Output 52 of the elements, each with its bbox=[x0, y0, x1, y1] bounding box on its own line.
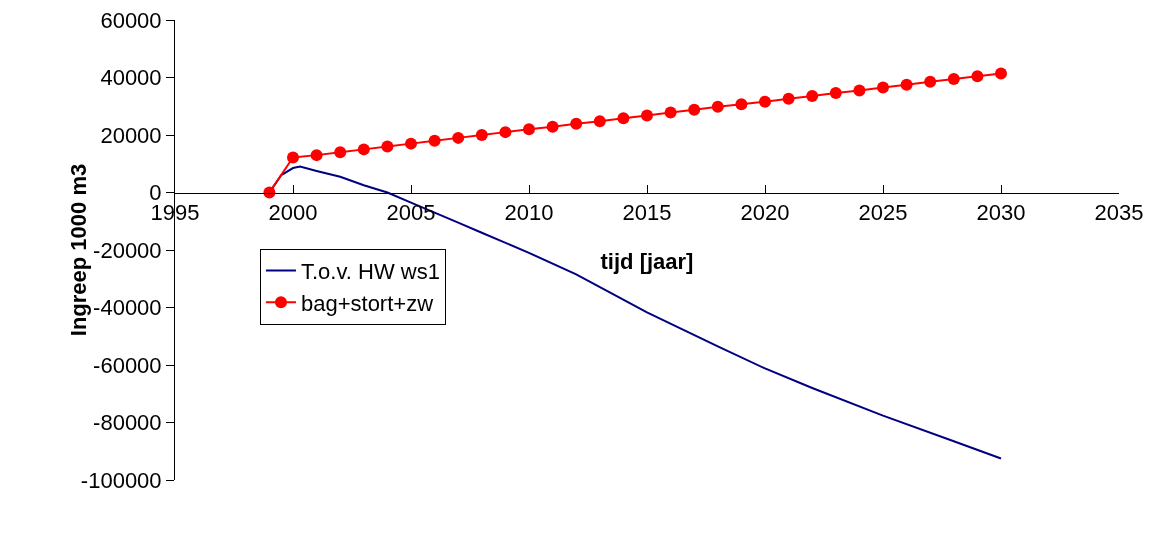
x-tick-label: 2005 bbox=[386, 199, 436, 225]
point bbox=[287, 151, 299, 164]
x-axis-title: tijd [jaar] bbox=[600, 248, 694, 274]
y-tick-label: -20000 bbox=[93, 237, 162, 263]
x-tick-label: 2025 bbox=[858, 199, 908, 225]
y-tick-label: -80000 bbox=[93, 410, 162, 436]
point bbox=[711, 100, 724, 113]
point bbox=[971, 70, 984, 83]
legend-label: T.o.v. HW ws1 bbox=[300, 259, 440, 285]
x-tick-label: 2015 bbox=[622, 199, 672, 225]
point bbox=[641, 109, 653, 122]
point bbox=[381, 140, 394, 153]
point bbox=[806, 89, 819, 102]
point bbox=[357, 143, 370, 156]
point bbox=[570, 117, 583, 130]
y-tick-label: 20000 bbox=[100, 122, 162, 148]
point bbox=[310, 149, 323, 162]
point bbox=[664, 106, 677, 119]
point bbox=[995, 67, 1007, 80]
point bbox=[617, 112, 630, 125]
y-tick-label: -100000 bbox=[80, 467, 162, 493]
point bbox=[947, 72, 960, 85]
point bbox=[475, 129, 488, 141]
y-tick-label: 0 bbox=[149, 180, 162, 206]
x-tick-label: 2035 bbox=[1094, 199, 1144, 225]
point bbox=[829, 87, 842, 100]
y-tick-label: 40000 bbox=[100, 65, 162, 91]
point bbox=[735, 98, 748, 111]
point bbox=[593, 115, 606, 128]
point bbox=[546, 120, 559, 133]
y-tick-label: 60000 bbox=[100, 7, 162, 33]
y-axis-title: Ingreep 1000 m3 bbox=[66, 163, 92, 337]
point bbox=[853, 84, 866, 97]
point bbox=[334, 146, 347, 159]
point bbox=[452, 131, 465, 144]
point bbox=[428, 134, 441, 147]
x-tick-label: 2010 bbox=[504, 199, 554, 225]
y-tick-label: -60000 bbox=[93, 352, 162, 378]
point bbox=[523, 123, 535, 136]
legend-label: bag+stort+zw bbox=[300, 290, 434, 316]
point bbox=[688, 103, 701, 116]
x-tick-label: 2000 bbox=[268, 199, 318, 225]
point bbox=[782, 92, 795, 105]
point bbox=[759, 95, 771, 108]
y-tick-label: -40000 bbox=[93, 295, 162, 321]
point bbox=[405, 137, 417, 150]
point bbox=[877, 81, 889, 94]
point bbox=[900, 78, 913, 91]
x-tick-label: 2030 bbox=[976, 199, 1026, 225]
x-tick-label: 2020 bbox=[740, 199, 790, 225]
point bbox=[924, 75, 937, 88]
point bbox=[499, 126, 512, 139]
